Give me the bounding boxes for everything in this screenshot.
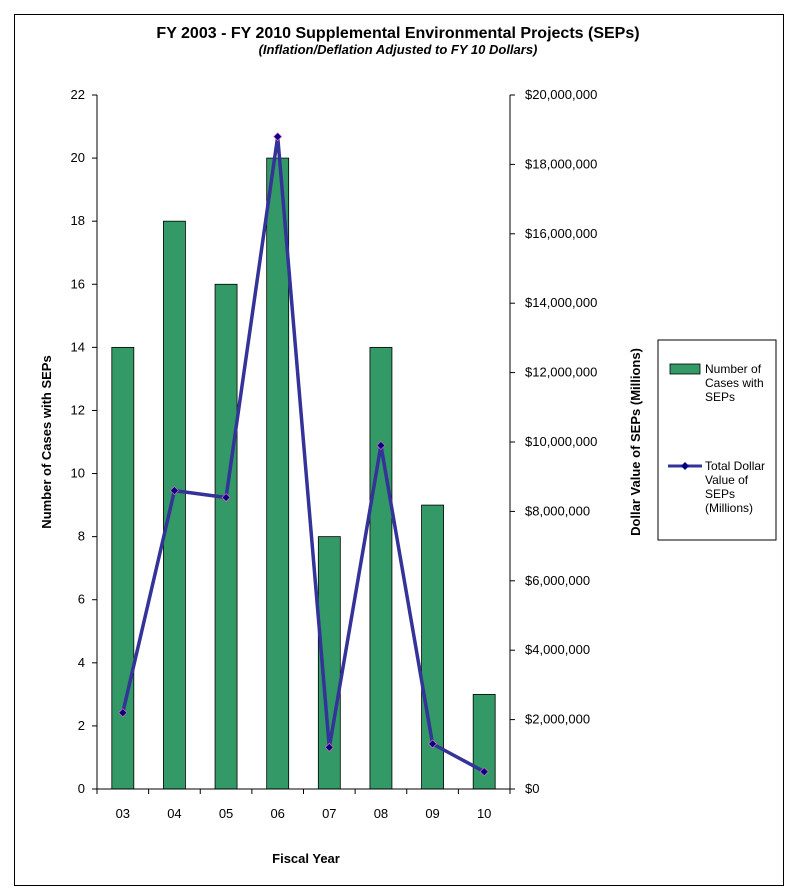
- bar-04: [163, 220, 186, 790]
- right-tick-label: $20,000,000: [525, 87, 597, 102]
- legend-bar-label: SEPs: [705, 390, 735, 404]
- left-tick-label: 6: [78, 592, 85, 607]
- right-tick-label: $0: [525, 781, 539, 796]
- legend-line-marker: [681, 462, 689, 470]
- chart-frame: [14, 14, 784, 886]
- right-tick-label: $4,000,000: [525, 642, 590, 657]
- left-tick-label: 16: [71, 276, 85, 291]
- left-tick-label: 20: [71, 150, 85, 165]
- point-10: [479, 767, 489, 777]
- x-tick-label: 10: [477, 806, 491, 821]
- x-axis-title: Fiscal Year: [272, 851, 340, 866]
- legend-line-label: Value of: [705, 473, 749, 487]
- legend-bar-label: Cases with: [705, 376, 764, 390]
- point-04: [170, 486, 179, 496]
- right-tick-label: $14,000,000: [525, 295, 597, 310]
- dollar-value-line: [121, 134, 486, 774]
- chart-title: FY 2003 - FY 2010 Supplemental Environme…: [156, 25, 639, 42]
- right-tick-label: $10,000,000: [525, 434, 597, 449]
- left-tick-label: 4: [78, 655, 85, 670]
- legend-line-label: (Millions): [705, 501, 753, 515]
- x-tick-label: 08: [374, 806, 388, 821]
- x-tick-label: 03: [116, 806, 130, 821]
- left-tick-label: 2: [78, 718, 85, 733]
- right-tick-label: $8,000,000: [525, 503, 590, 518]
- point-08: [376, 441, 386, 450]
- left-tick-label: 0: [78, 781, 85, 796]
- legend-bar-label: Number of: [705, 362, 762, 376]
- left-tick-label: 10: [71, 466, 85, 481]
- x-tick-label: 06: [270, 806, 284, 821]
- x-tick-label: 04: [167, 806, 181, 821]
- right-tick-label: $18,000,000: [525, 156, 597, 171]
- bar-series: [111, 157, 496, 790]
- x-tick-label: 09: [425, 806, 439, 821]
- left-axis-ticks: 0 2 4 6 8 10 12 14 16 18 20 22: [71, 87, 97, 796]
- bar-03: [111, 346, 135, 790]
- x-tick-label: 05: [219, 806, 233, 821]
- left-tick-label: 14: [71, 339, 85, 354]
- right-tick-label: $6,000,000: [525, 573, 590, 588]
- left-tick-label: 18: [71, 213, 85, 228]
- bar-08: [369, 346, 393, 790]
- right-tick-label: $2,000,000: [525, 712, 590, 727]
- y2-axis-title: Dollar Value of SEPs (Millions): [628, 348, 643, 536]
- chart-subtitle: (Inflation/Deflation Adjusted to FY 10 D…: [259, 42, 538, 57]
- point-07: [324, 742, 334, 752]
- left-tick-label: 12: [71, 402, 85, 417]
- legend-line-label: SEPs: [705, 487, 735, 501]
- right-axis-ticks: $0 $2,000,000 $4,000,000 $6,000,000 $8,000,0…: [510, 87, 597, 796]
- point-09: [428, 739, 437, 749]
- right-tick-label: $16,000,000: [525, 226, 597, 241]
- x-axis-ticks: 03 04 05 06 07 08 09 10: [96, 789, 511, 821]
- bar-05: [214, 283, 238, 790]
- point-05: [221, 493, 231, 502]
- y-axis-title: Number of Cases with SEPs: [39, 355, 54, 528]
- left-tick-label: 22: [71, 87, 85, 102]
- legend-line-label: Total Dollar: [705, 459, 765, 473]
- left-tick-label: 8: [78, 529, 85, 544]
- right-tick-label: $12,000,000: [525, 365, 597, 380]
- legend-bar-swatch: [669, 363, 701, 375]
- point-03: [118, 708, 128, 718]
- x-tick-label: 07: [322, 806, 336, 821]
- point-06: [273, 132, 283, 142]
- line-series: [118, 132, 489, 777]
- bar-06: [266, 157, 290, 790]
